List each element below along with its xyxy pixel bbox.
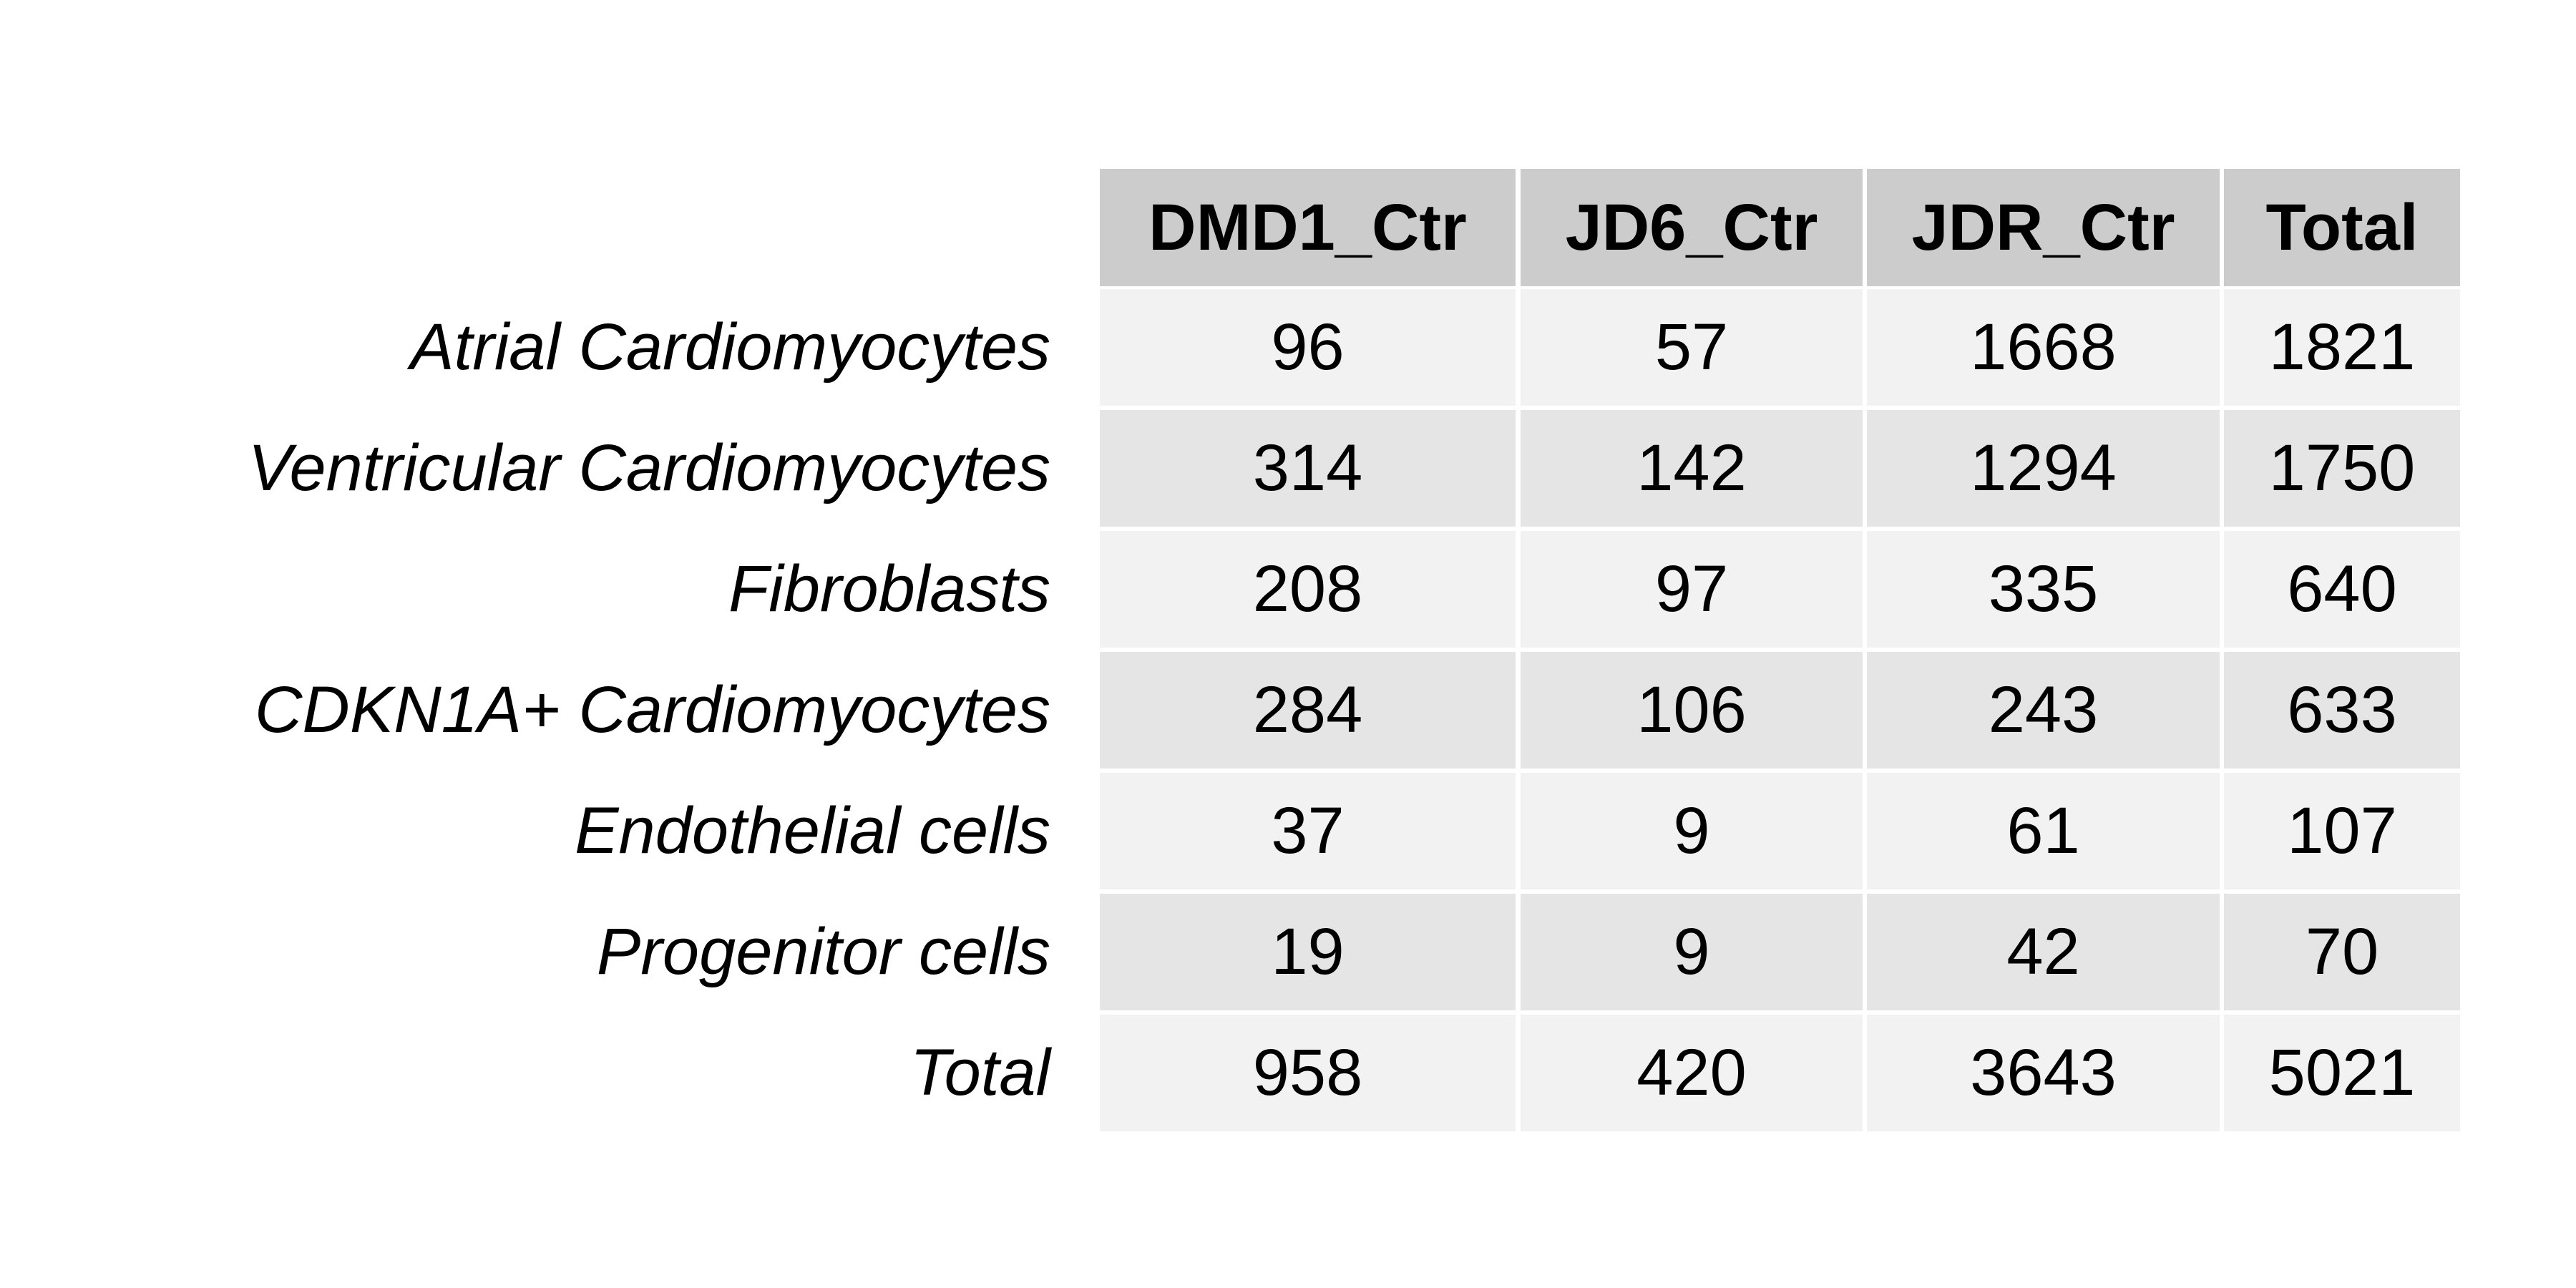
table-cell: 3643 bbox=[1867, 1015, 2220, 1131]
table-cell: 5021 bbox=[2224, 1015, 2460, 1131]
table-cell: 96 bbox=[1100, 289, 1516, 406]
table-cell: 37 bbox=[1100, 773, 1516, 889]
table-cell: 958 bbox=[1100, 1015, 1516, 1131]
column-header: Total bbox=[2224, 169, 2460, 286]
table-cell: 335 bbox=[1867, 531, 2220, 648]
table-cell: 1668 bbox=[1867, 289, 2220, 406]
table-cell: 633 bbox=[2224, 652, 2460, 769]
column-header: DMD1_Ctr bbox=[1100, 169, 1516, 286]
table-cell: 1294 bbox=[1867, 410, 2220, 527]
table-cell: 70 bbox=[2224, 894, 2460, 1010]
column-header: JD6_Ctr bbox=[1521, 169, 1863, 286]
table-cell: 57 bbox=[1521, 289, 1863, 406]
table-cell: 106 bbox=[1521, 652, 1863, 769]
table-cell: 314 bbox=[1100, 410, 1516, 527]
table-cell: 142 bbox=[1521, 410, 1863, 527]
table-cell: 284 bbox=[1100, 652, 1516, 769]
row-label: Progenitor cells bbox=[596, 915, 1050, 988]
table-cell: 107 bbox=[2224, 773, 2460, 889]
row-label: CDKN1A+ Cardiomyocytes bbox=[254, 673, 1050, 746]
table-cell: 208 bbox=[1100, 531, 1516, 648]
row-label: Total bbox=[909, 1036, 1050, 1109]
table-cell: 9 bbox=[1521, 894, 1863, 1010]
table-cell: 97 bbox=[1521, 531, 1863, 648]
column-header: JDR_Ctr bbox=[1867, 169, 2220, 286]
row-label: Atrial Cardiomyocytes bbox=[410, 311, 1050, 384]
row-label: Ventricular Cardiomyocytes bbox=[248, 431, 1050, 504]
table-cell: 19 bbox=[1100, 894, 1516, 1010]
table-cell: 61 bbox=[1867, 773, 2220, 889]
table-cell: 640 bbox=[2224, 531, 2460, 648]
table-cell: 1821 bbox=[2224, 289, 2460, 406]
table-cell: 243 bbox=[1867, 652, 2220, 769]
row-label: Fibroblasts bbox=[728, 552, 1050, 625]
table-cell: 42 bbox=[1867, 894, 2220, 1010]
table-cell: 1750 bbox=[2224, 410, 2460, 527]
table-cell: 9 bbox=[1521, 773, 1863, 889]
row-label: Endothelial cells bbox=[575, 794, 1050, 867]
table-cell: 420 bbox=[1521, 1015, 1863, 1131]
